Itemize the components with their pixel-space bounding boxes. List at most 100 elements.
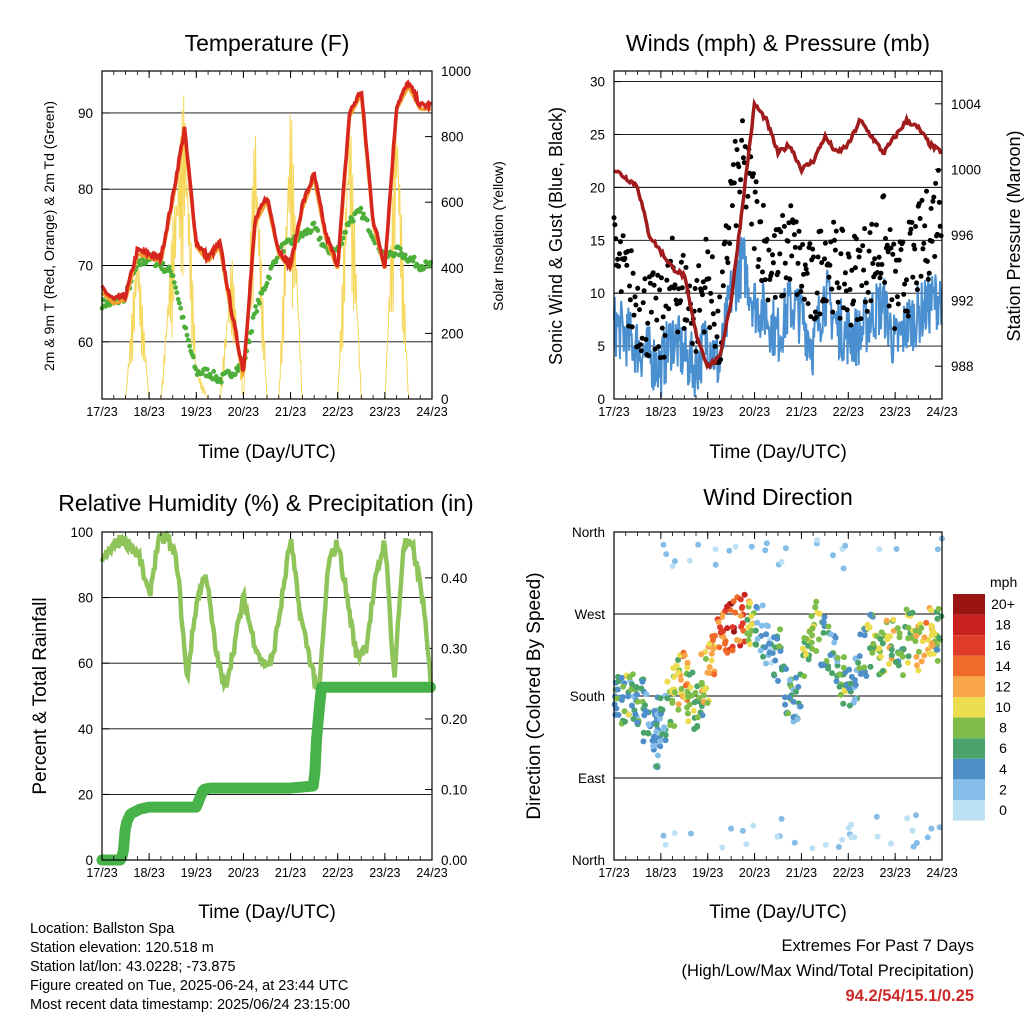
temperature-dewpoint-point [177, 300, 182, 306]
winds-gust-point [789, 253, 795, 259]
direction-wind-point [634, 698, 641, 705]
direction-wind-point [895, 662, 902, 669]
temperature-dewpoint-point [392, 251, 398, 257]
winds-gust-point [873, 222, 879, 228]
direction-xtick-label: 24/23 [926, 866, 957, 880]
direction-wind-point [729, 624, 736, 631]
winds-gust-point [916, 201, 922, 207]
winds-gust-point [802, 262, 808, 268]
winds-gust-point [833, 228, 839, 234]
direction-wind-point [910, 843, 917, 850]
winds-ytick-label: 0 [597, 392, 605, 407]
winds-gust-point [829, 286, 835, 292]
direction-wind-point [873, 813, 880, 820]
temperature-ylabel-right: Solar Insolation (Yellow) [490, 161, 506, 311]
direction-wind-point [894, 625, 901, 632]
winds-gust-point [922, 223, 928, 229]
temperature-dewpoint-point [235, 368, 241, 374]
direction-wind-point [834, 654, 841, 661]
extremes-title: Extremes For Past 7 Days [781, 937, 974, 955]
direction-wind-point [737, 596, 744, 603]
direction-wind-point [793, 674, 799, 681]
direction-wind-point [687, 684, 694, 691]
temperature-xtick-label: 23/23 [369, 405, 400, 419]
winds-gust-point [727, 241, 733, 246]
direction-wind-point [763, 622, 770, 629]
winds-gust-point [769, 270, 775, 276]
winds-gust-point [638, 348, 644, 354]
winds-gust-point [826, 274, 832, 280]
direction-wind-point [654, 752, 661, 759]
winds-gust-point [907, 230, 913, 236]
direction-wind-point [856, 653, 863, 660]
winds-gust-point [715, 308, 721, 314]
winds-gust-point [629, 324, 635, 330]
winds-pressure-line [613, 97, 943, 371]
direction-wind-point [934, 646, 941, 653]
winds-gust-point [788, 203, 794, 209]
winds-gust-point [617, 239, 623, 245]
direction-wind-point [712, 561, 719, 568]
temperature-dewpoint-point [187, 343, 193, 349]
direction-wind-point [783, 666, 789, 672]
direction-wind-point [913, 653, 920, 660]
winds-gust-point [675, 329, 681, 335]
winds-gust-point [737, 189, 743, 195]
direction-legend-swatch [953, 676, 985, 697]
winds-gust-point [837, 315, 843, 321]
humidity-ytick-label: 60 [78, 656, 93, 671]
winds-frame [613, 70, 943, 400]
temperature-dewpoint-point [309, 228, 314, 234]
direction-wind-point [934, 657, 941, 664]
winds-gust-point [853, 236, 859, 242]
direction-xtick-label: 21/23 [786, 866, 817, 880]
direction-legend-label: 0 [999, 802, 1007, 818]
temperature-ytick-label: 80 [78, 182, 93, 197]
winds-ytick-label: 20 [590, 180, 605, 195]
winds-gust-point [645, 320, 651, 326]
humidity-title: Relative Humidity (%) & Precipitation (i… [58, 490, 473, 516]
direction-wind-point [813, 598, 820, 605]
temperature-dewpoint-point [253, 304, 258, 309]
winds-gust-point [725, 260, 731, 266]
station-elevation: Station elevation: 120.518 m [30, 940, 214, 956]
direction-wind-point [695, 541, 702, 548]
winds-gust-point [658, 275, 664, 281]
direction-wind-point [696, 694, 703, 701]
direction-wind-point [888, 646, 895, 653]
winds-gust-point [887, 227, 893, 233]
winds-gust-point [729, 203, 735, 209]
direction-wind-point [753, 641, 759, 648]
winds-gust-point [770, 252, 775, 258]
direction-wind-point [675, 701, 682, 708]
direction-wind-point [661, 724, 668, 731]
winds-gust-point [910, 274, 916, 280]
temperature-xlabel: Time (Day/UTC) [198, 442, 336, 463]
winds-gust-point [925, 276, 931, 282]
direction-wind-point [711, 671, 718, 678]
winds-gust-point [718, 357, 724, 363]
humidity-ytick-label: 20 [78, 787, 93, 802]
direction-wind-point [748, 621, 755, 628]
winds-gust-point [775, 269, 781, 275]
temperature-ytick-label: 70 [78, 259, 93, 274]
winds-xtick-label: 23/23 [880, 405, 911, 419]
direction-wind-point [660, 541, 667, 548]
direction-wind-point [857, 631, 864, 638]
winds-gust-point [630, 270, 636, 276]
temperature-dewpoint-point [204, 367, 210, 372]
direction-wind-point [625, 711, 632, 718]
winds-gust-point [689, 341, 695, 346]
direction-wind-point [732, 543, 739, 550]
direction-wind-point [739, 604, 746, 610]
direction-wind-point [730, 598, 737, 605]
direction-wind-point [877, 653, 884, 660]
direction-wind-point [786, 694, 793, 701]
winds-gust-point [834, 280, 840, 286]
winds-gust-point [803, 266, 809, 272]
winds-gust-point [711, 321, 717, 327]
winds-gust-point [719, 269, 725, 275]
direction-wind-point [782, 694, 788, 701]
direction-wind-point [626, 674, 633, 681]
direction-wind-point [760, 653, 767, 660]
